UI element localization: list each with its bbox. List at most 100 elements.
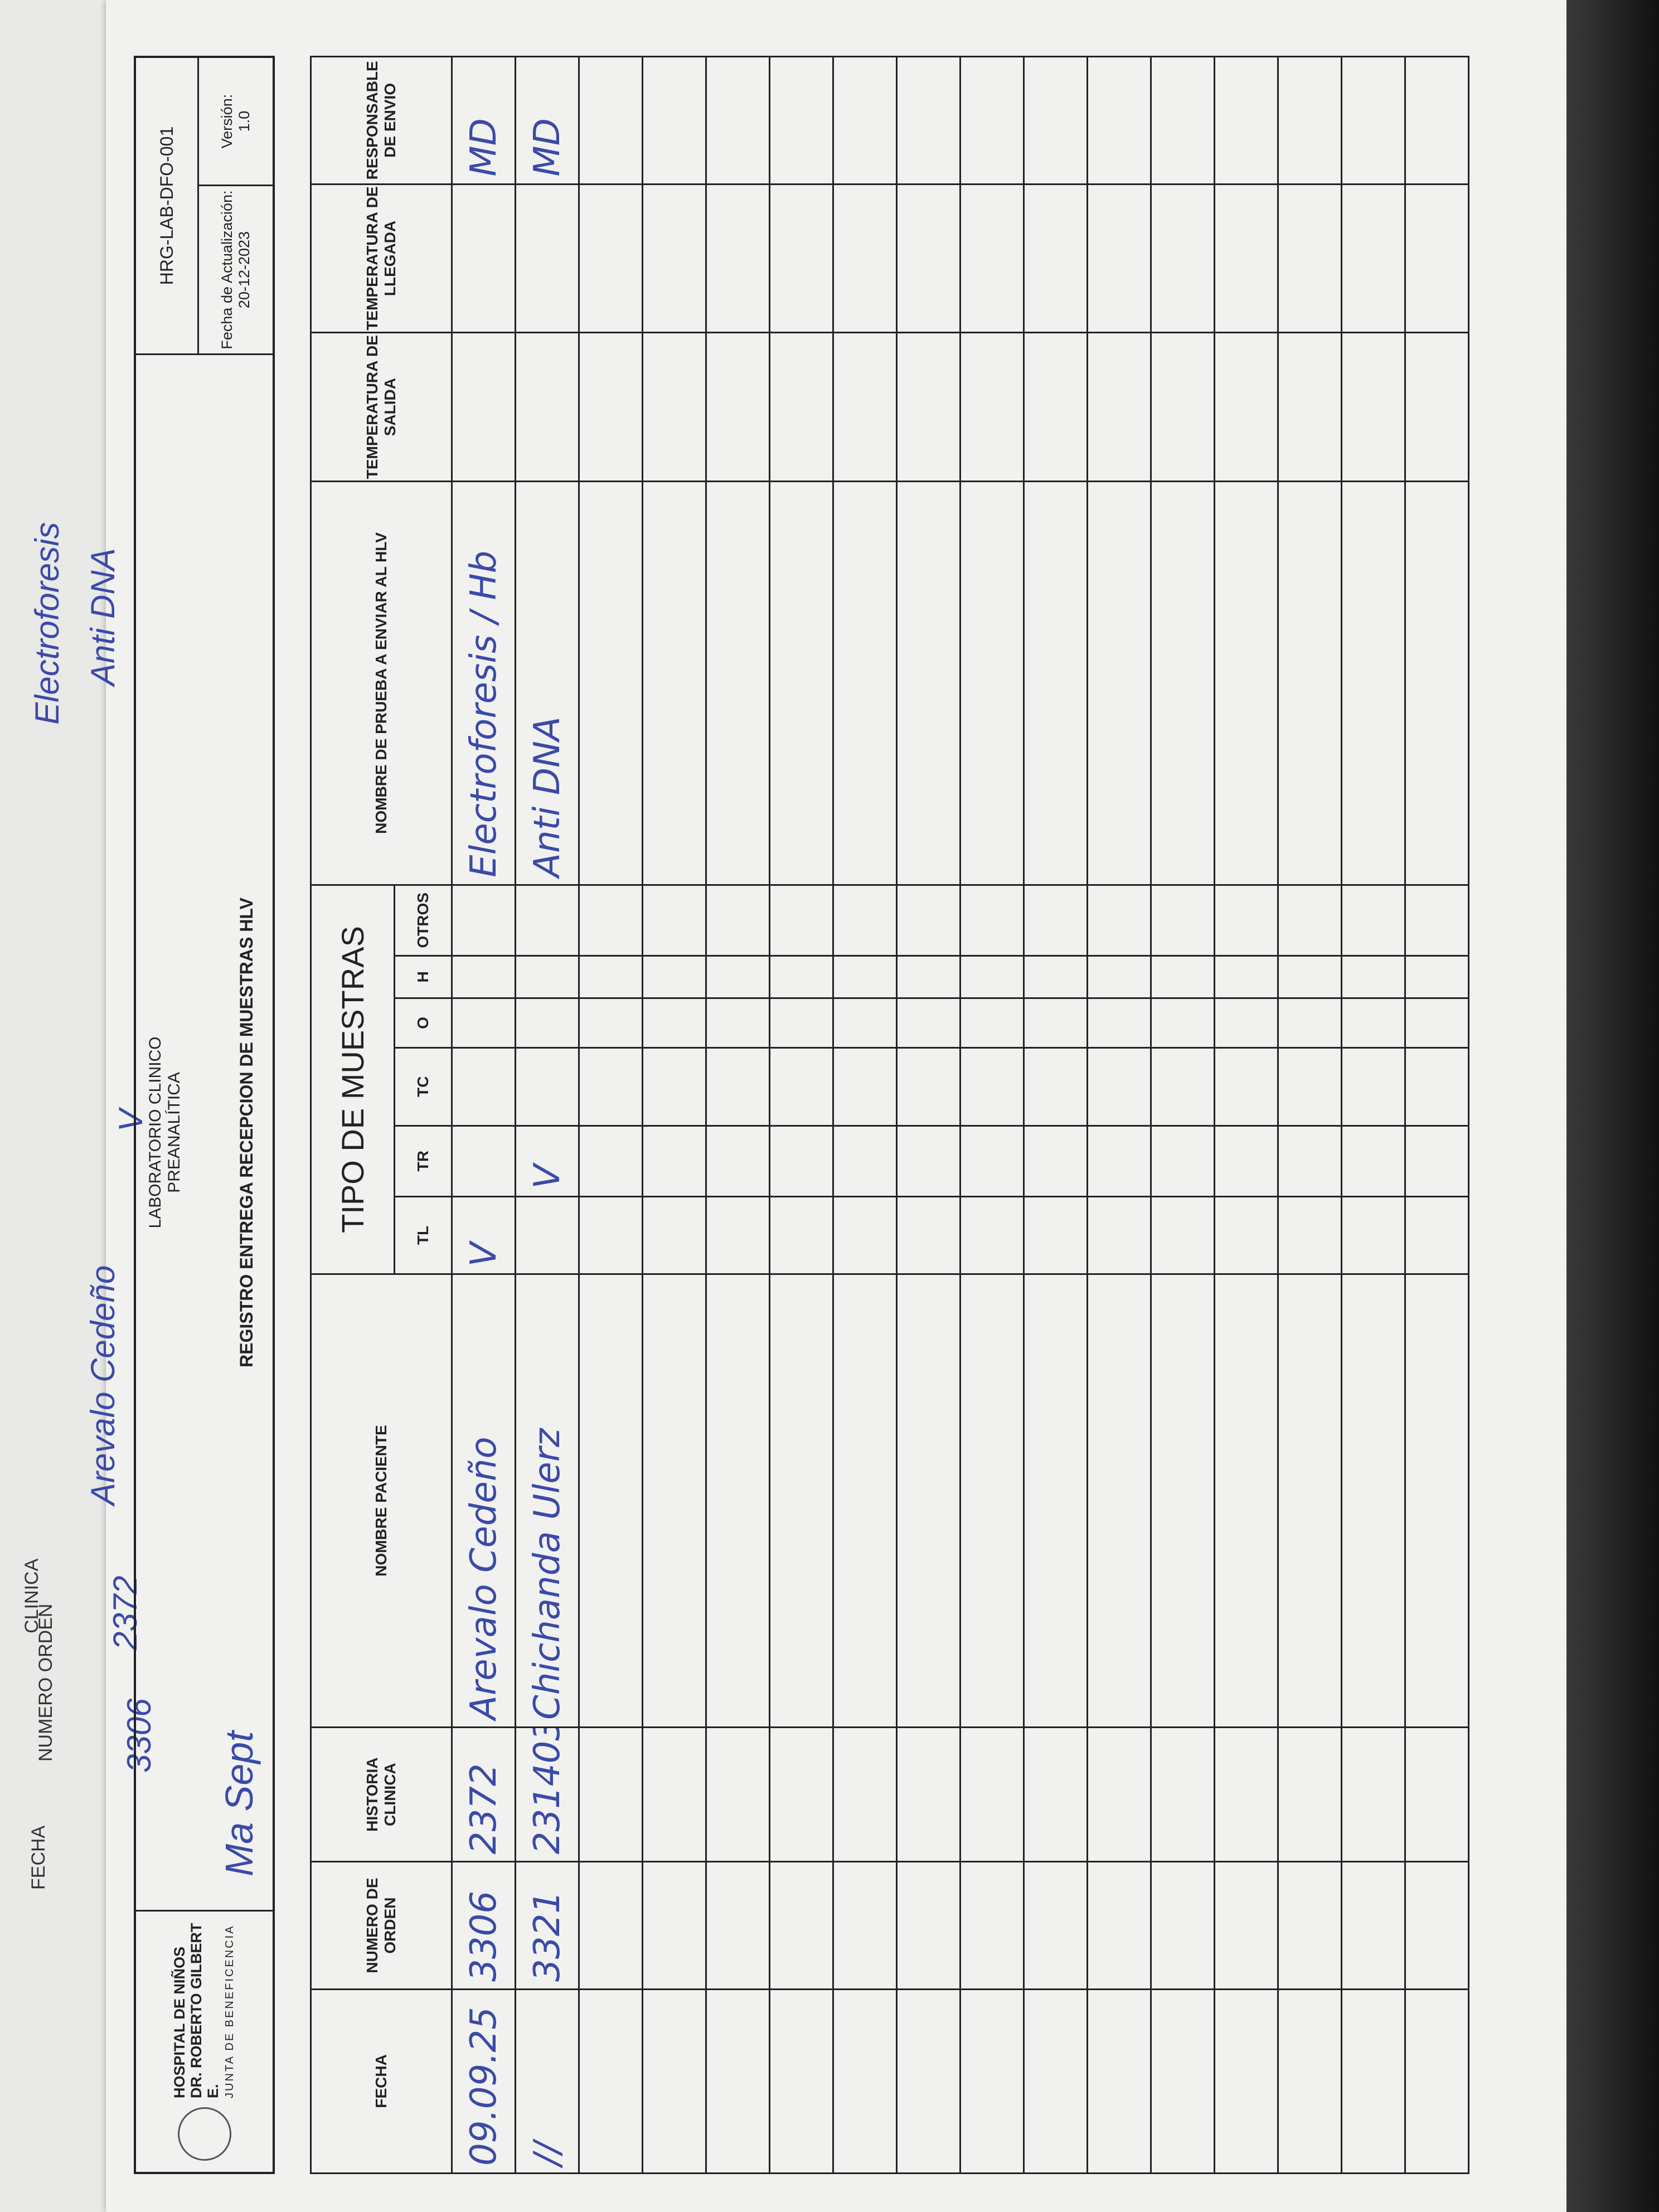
hospital-line: DR. ROBERTO GILBERT E. (187, 1923, 221, 2098)
table-cell (579, 332, 643, 482)
table-cell (1151, 1861, 1215, 1990)
table-cell (1278, 332, 1342, 482)
table-cell (1405, 1126, 1469, 1197)
table-cell (1023, 1727, 1088, 1862)
table-cell (1278, 1727, 1342, 1862)
table-cell (769, 1196, 833, 1274)
table-cell (960, 1196, 1024, 1274)
table-cell (833, 184, 897, 333)
table-cell (515, 955, 579, 998)
table-cell (1405, 1989, 1469, 2174)
table-cell (452, 998, 516, 1048)
version-label: Versión: (219, 94, 235, 149)
table-cell (1023, 1047, 1088, 1126)
column-header: FECHA (311, 1989, 452, 2174)
table-cell (1341, 1274, 1405, 1728)
table-cell (1087, 332, 1151, 482)
table-cell (579, 1126, 643, 1197)
table-cell (1341, 184, 1405, 333)
table-cell (1405, 184, 1469, 333)
table-cell (1278, 56, 1342, 185)
table-row (896, 56, 961, 2174)
under-sheet (0, 0, 111, 2212)
table-cell (1214, 1861, 1278, 1990)
table-cell (579, 1727, 643, 1862)
table-cell (1087, 1727, 1151, 1862)
table-cell (642, 1126, 706, 1197)
column-header: TEMPERATURA DE LLEGADA (311, 184, 452, 333)
table-cell (1214, 1727, 1278, 1862)
table-cell (452, 885, 516, 956)
table-cell (1278, 885, 1342, 956)
table-cell (515, 332, 579, 482)
table-cell (642, 1861, 706, 1990)
table-cell (642, 1989, 706, 2174)
table-cell (1214, 1274, 1278, 1728)
table-cell (515, 1047, 579, 1126)
table-cell (1151, 1196, 1215, 1274)
table-cell (1341, 332, 1405, 482)
update-label: Fecha de Actualización: (219, 190, 235, 350)
table-cell (579, 955, 643, 998)
table-cell (833, 1861, 897, 1990)
table-cell (1087, 885, 1151, 956)
table-cell (1087, 1274, 1151, 1728)
table-cell (896, 1047, 961, 1126)
background-text: Arevalo Cedeño (84, 1265, 122, 1505)
table-row (706, 56, 770, 2174)
table-row (833, 56, 897, 2174)
table-cell (515, 1196, 579, 1274)
table-cell (1151, 1727, 1215, 1862)
table-cell (706, 184, 770, 333)
table-row (1087, 56, 1151, 2174)
table-cell (706, 332, 770, 482)
table-row (1151, 56, 1215, 2174)
desk-background (1566, 0, 1659, 2212)
table-cell (1151, 184, 1215, 333)
table-cell (1214, 481, 1278, 885)
table-cell (579, 1861, 643, 1990)
table-cell (642, 481, 706, 885)
column-header: TR (394, 1126, 452, 1197)
table-cell (1214, 1047, 1278, 1126)
table-cell (896, 955, 961, 998)
table-cell (1405, 56, 1469, 185)
column-header: OTROS (394, 885, 452, 956)
table-cell (960, 1861, 1024, 1990)
table-cell (896, 1196, 961, 1274)
table-cell (1023, 1126, 1088, 1197)
table-cell (579, 885, 643, 956)
update-date: 20-12-2023 (236, 231, 253, 309)
table-cell (1278, 481, 1342, 885)
table-cell (960, 955, 1024, 998)
table-cell (960, 1126, 1024, 1197)
table-row (642, 56, 706, 2174)
table-cell (896, 1126, 961, 1197)
table-cell (706, 481, 770, 885)
table-cell (1405, 1727, 1469, 1862)
table-cell (1278, 1274, 1342, 1728)
form-header: HOSPITAL DE NIÑOS DR. ROBERTO GILBERT E.… (134, 56, 275, 2174)
table-cell (896, 1989, 961, 2174)
doc-code: HRG-LAB-DFO-001 (136, 58, 199, 353)
table-cell: MD (452, 56, 516, 185)
version-block: Versión: 1.0 (199, 58, 273, 185)
table-cell (515, 885, 579, 956)
form-title: REGISTRO ENTREGA RECEPCION DE MUESTRAS H… (236, 898, 256, 1367)
table-cell (833, 1274, 897, 1728)
table-cell (706, 1196, 770, 1274)
table-cell (642, 998, 706, 1048)
table-cell (960, 998, 1024, 1048)
background-text: Anti DNA (84, 548, 122, 686)
table-cell (1023, 481, 1088, 885)
table-cell (960, 481, 1024, 885)
table-cell (706, 1727, 770, 1862)
table-cell (1341, 1861, 1405, 1990)
table-cell (769, 1861, 833, 1990)
table-cell (833, 332, 897, 482)
table-cell (1087, 1861, 1151, 1990)
table-cell (1214, 184, 1278, 333)
table-cell (706, 1126, 770, 1197)
table-cell (1023, 885, 1088, 956)
department: LABORATORIO CLINICO (146, 1036, 164, 1229)
